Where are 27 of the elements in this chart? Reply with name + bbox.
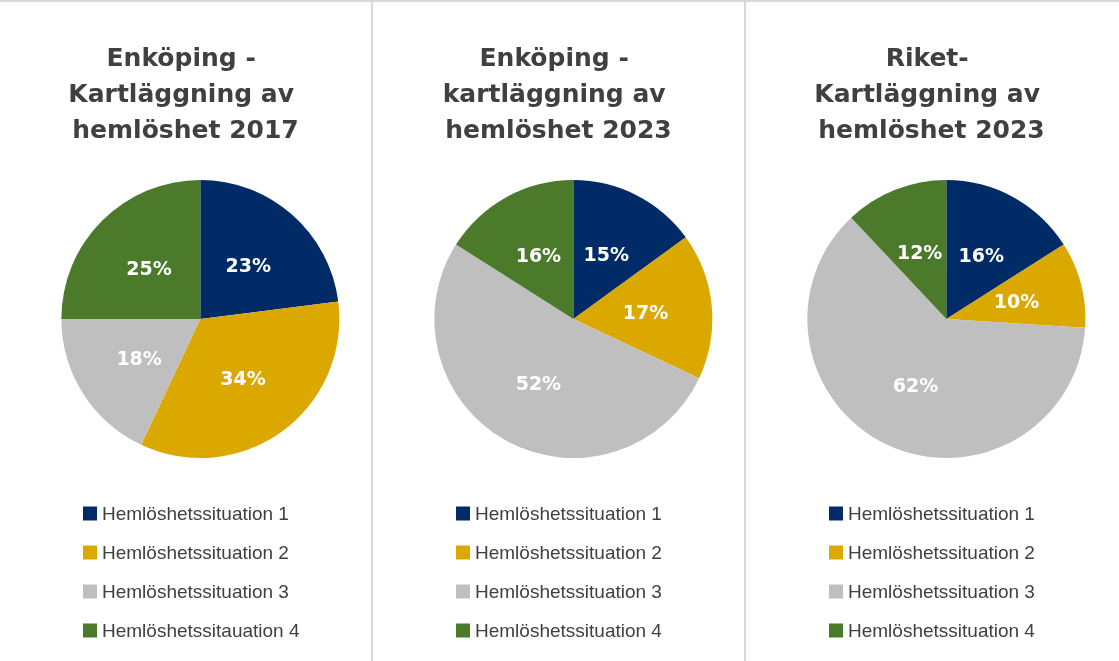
legend-label: Hemlöshetssituation 3 bbox=[475, 581, 662, 602]
legend-label: Hemlöshetssituation 3 bbox=[102, 581, 289, 602]
legend-label: Hemlöshetssituation 4 bbox=[475, 620, 663, 641]
legend-label: Hemlöshetssituation 1 bbox=[475, 503, 662, 524]
legend-label: Hemlöshetssituation 4 bbox=[848, 620, 1036, 641]
legend-label: Hemlöshetssituation 2 bbox=[102, 542, 289, 563]
legend-label: Hemlöshetssitauation 4 bbox=[102, 620, 300, 641]
data-label: 23% bbox=[225, 253, 272, 276]
data-label: 18% bbox=[116, 346, 162, 369]
chart-title: Riket- Kartläggning av hemlöshet 2023 bbox=[814, 42, 1049, 144]
legend-label: Hemlöshetssituation 2 bbox=[848, 542, 1035, 563]
data-label: 16% bbox=[515, 244, 562, 267]
legend-label: Hemlöshetssituation 2 bbox=[475, 542, 662, 563]
data-label: 10% bbox=[993, 289, 1040, 312]
data-label: 12% bbox=[896, 240, 943, 263]
data-label: 25% bbox=[126, 256, 172, 279]
legend-label: Hemlöshetssituation 1 bbox=[848, 503, 1035, 524]
legend-label: Hemlöshetssituation 1 bbox=[102, 503, 289, 524]
legend-label: Hemlöshetssituation 3 bbox=[848, 581, 1035, 602]
data-label: 52% bbox=[515, 371, 562, 394]
chart-title: Enköping - kartläggning av hemlöshet 2023 bbox=[442, 42, 675, 144]
chart-title: Enköping - Kartläggning av hemlöshet 2017 bbox=[68, 42, 303, 144]
data-label: 16% bbox=[958, 244, 1005, 267]
data-label: 62% bbox=[892, 373, 939, 396]
data-label: 15% bbox=[583, 243, 629, 266]
data-label: 34% bbox=[220, 366, 266, 389]
data-label: 17% bbox=[622, 301, 669, 324]
